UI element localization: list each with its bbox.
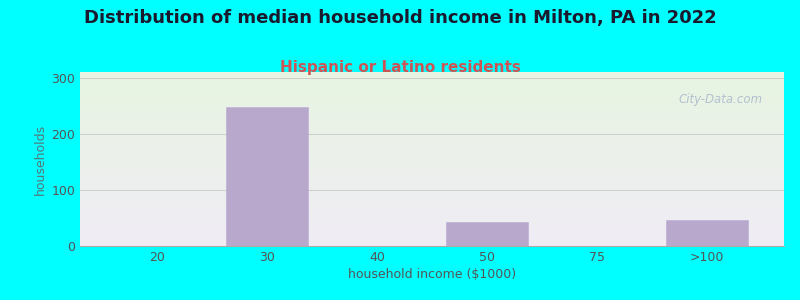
Y-axis label: households: households	[34, 123, 47, 195]
Text: Distribution of median household income in Milton, PA in 2022: Distribution of median household income …	[84, 9, 716, 27]
Text: City-Data.com: City-Data.com	[678, 93, 763, 106]
Bar	[226, 107, 308, 246]
X-axis label: household income ($1000): household income ($1000)	[348, 268, 516, 281]
Bar	[666, 220, 748, 246]
Bar	[446, 222, 528, 246]
Text: Hispanic or Latino residents: Hispanic or Latino residents	[279, 60, 521, 75]
